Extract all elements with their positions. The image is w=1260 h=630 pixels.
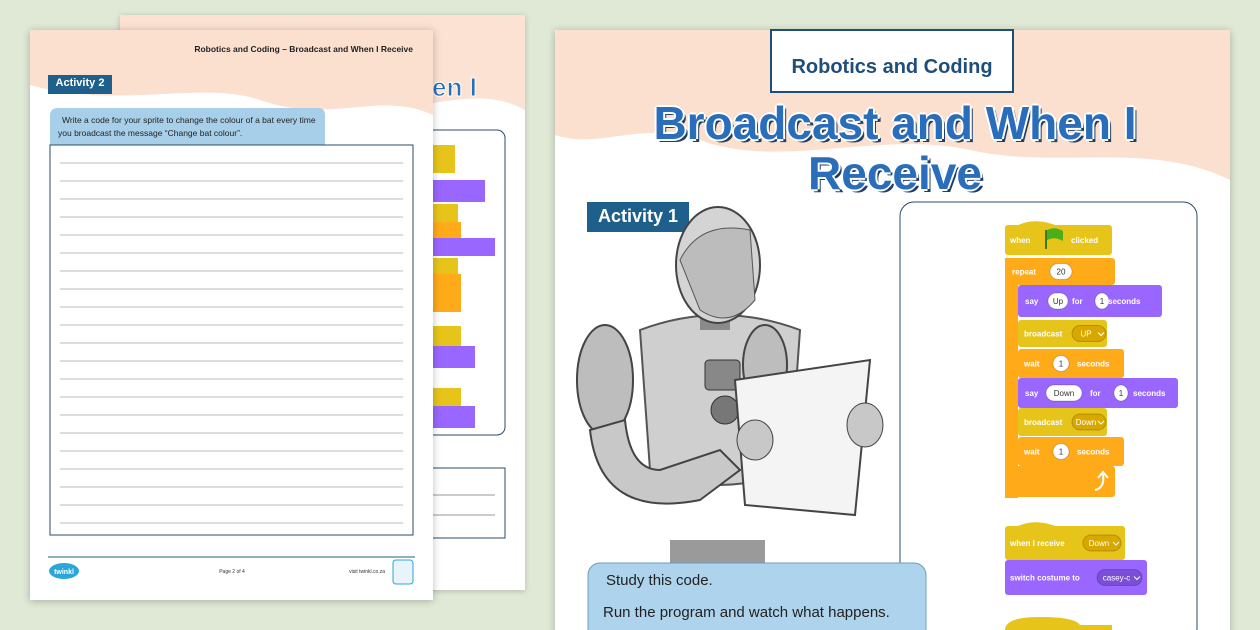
answer-lines — [433, 494, 495, 516]
code-block — [1005, 560, 1147, 595]
activity-label-bg — [587, 202, 689, 232]
hat-partial — [1005, 617, 1112, 630]
activity-label: Activity 1 — [597, 206, 679, 226]
input-value: 20 — [1057, 268, 1066, 277]
dropdown-caret — [1112, 541, 1120, 546]
activity-label: Activity 2 — [55, 77, 105, 89]
instruction-bg — [587, 562, 927, 630]
input-value: Up — [1053, 297, 1064, 306]
header-wave — [30, 30, 433, 115]
block-label: when — [1009, 236, 1031, 245]
code-block — [1005, 526, 1125, 560]
input — [1047, 292, 1069, 310]
page-number: Page 2 of 4 — [219, 569, 245, 575]
activity-label-bg — [48, 75, 112, 94]
block-label: seconds — [1108, 297, 1141, 306]
dropdown-value: Down — [1076, 418, 1096, 427]
block-label: say — [1025, 297, 1039, 306]
footer-url: visit twinkl.co.za — [349, 569, 385, 575]
dropdown — [1082, 534, 1122, 552]
input-value: 1 — [1119, 389, 1124, 398]
block-label: wait — [1023, 360, 1040, 369]
dropdown — [1071, 325, 1107, 342]
block-label: clicked — [1071, 236, 1098, 245]
block-fragments — [433, 145, 495, 428]
input — [1052, 443, 1070, 460]
block-label: repeat — [1012, 268, 1036, 277]
block-label: seconds — [1077, 448, 1110, 457]
title-fragment: en I — [432, 72, 477, 102]
dropdown — [1096, 569, 1143, 586]
code-block — [1018, 285, 1162, 317]
input-value: 1 — [1059, 360, 1064, 369]
input-value: Down — [1054, 389, 1074, 398]
flag — [1047, 228, 1063, 241]
code-block — [1018, 349, 1124, 378]
badge — [392, 559, 414, 585]
instruction-line: Study this code. — [606, 572, 713, 589]
code-block — [1005, 225, 1112, 255]
block-label: broadcast — [1024, 330, 1063, 339]
block-label: for — [1072, 297, 1083, 306]
block-label: wait — [1023, 448, 1040, 457]
robot — [576, 206, 884, 570]
instruction: Write a code for your sprite to change t… — [58, 115, 316, 138]
writing-box — [49, 144, 414, 536]
block-label: broadcast — [1024, 418, 1063, 427]
hat-cap — [1005, 221, 1060, 233]
dropdown — [1071, 413, 1107, 431]
block-label: switch costume to — [1010, 574, 1080, 583]
code-block — [1018, 437, 1124, 466]
block-label: for — [1090, 389, 1101, 398]
instruction-bg — [50, 108, 325, 145]
dropdown-caret — [1097, 332, 1105, 337]
input — [1052, 355, 1070, 372]
dropdown-value: casey-c — [1103, 574, 1131, 583]
subject-box — [770, 29, 1014, 93]
title: Broadcast and When I Receive — [653, 97, 1137, 199]
input — [1094, 292, 1110, 310]
block-label: say — [1025, 389, 1039, 398]
loop-foot — [1005, 466, 1115, 497]
block-label: when I receive — [1009, 539, 1065, 548]
subject: Robotics and Coding — [791, 56, 993, 78]
input — [1049, 263, 1073, 280]
input — [1045, 384, 1083, 402]
dropdown-value: Down — [1089, 539, 1109, 548]
input-value: 1 — [1059, 448, 1064, 457]
hat-cap — [1005, 522, 1060, 534]
input — [1113, 384, 1129, 402]
header: Robotics and Coding – Broadcast and When… — [194, 44, 413, 54]
block-label: seconds — [1077, 360, 1110, 369]
logo-badge — [49, 563, 79, 579]
loop-arrow — [1094, 470, 1109, 491]
dropdown-value: UP — [1080, 330, 1091, 339]
input-value: 1 — [1100, 297, 1105, 306]
dropdown-caret — [1097, 420, 1105, 425]
code-box — [899, 201, 1198, 630]
instruction-line: Run the program and watch what happens. — [603, 604, 890, 621]
block-label: seconds — [1133, 389, 1166, 398]
logo: twinkl — [54, 569, 74, 576]
header-wave — [555, 30, 1230, 180]
ruled-lines — [60, 162, 403, 524]
dropdown-caret — [1133, 576, 1141, 581]
loop-arm — [1005, 258, 1018, 498]
